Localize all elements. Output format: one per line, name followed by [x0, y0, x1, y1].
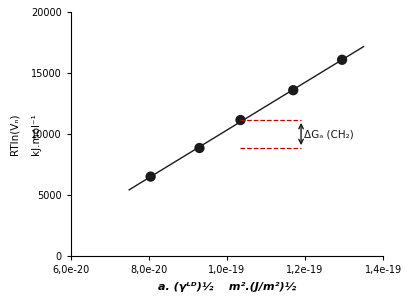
- Point: [237, 118, 243, 122]
- Text: RTln(Vₙ): RTln(Vₙ): [9, 113, 19, 155]
- Point: [196, 146, 202, 150]
- Point: [338, 57, 344, 62]
- X-axis label: a. (γᴸᴰ)½    m².(J/m²)½: a. (γᴸᴰ)½ m².(J/m²)½: [157, 282, 295, 292]
- Text: kJ.mol⁻¹: kJ.mol⁻¹: [31, 113, 41, 155]
- Text: ΔGₐ (CH₂): ΔGₐ (CH₂): [303, 129, 353, 139]
- Point: [147, 174, 153, 179]
- Point: [289, 88, 296, 93]
